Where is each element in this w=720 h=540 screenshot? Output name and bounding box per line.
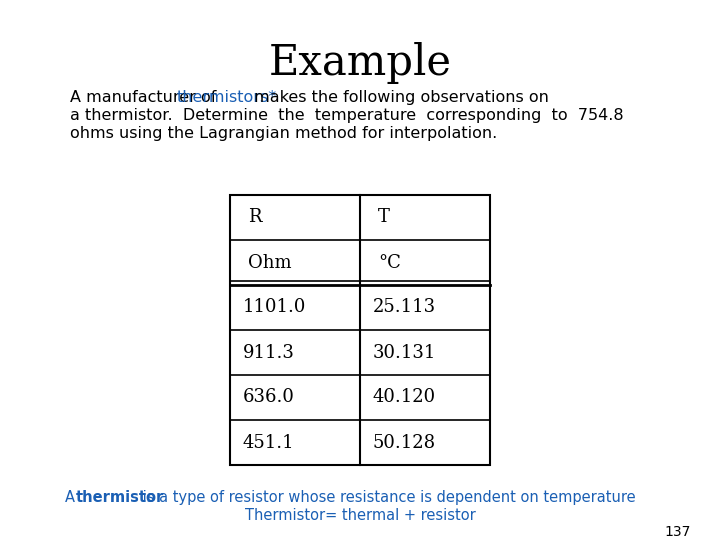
Text: 451.1: 451.1	[243, 434, 294, 451]
Text: Example: Example	[269, 42, 451, 84]
Text: 1101.0: 1101.0	[243, 299, 306, 316]
Text: 137: 137	[665, 525, 691, 539]
Text: is a type of resistor whose resistance is dependent on temperature: is a type of resistor whose resistance i…	[138, 490, 636, 505]
Text: T: T	[378, 208, 390, 226]
Text: R: R	[248, 208, 261, 226]
Text: 50.128: 50.128	[373, 434, 436, 451]
Text: ohms using the Lagrangian method for interpolation.: ohms using the Lagrangian method for int…	[70, 126, 498, 141]
Text: a thermistor.  Determine  the  temperature  corresponding  to  754.8: a thermistor. Determine the temperature …	[70, 108, 624, 123]
Text: Ohm: Ohm	[248, 253, 292, 272]
Text: makes the following observations on: makes the following observations on	[248, 90, 549, 105]
Text: 911.3: 911.3	[243, 343, 294, 361]
Text: Thermistor= thermal + resistor: Thermistor= thermal + resistor	[245, 508, 475, 523]
Text: A manufacturer of: A manufacturer of	[70, 90, 222, 105]
Text: 40.120: 40.120	[373, 388, 436, 407]
Text: thermistor: thermistor	[76, 490, 164, 505]
Text: A: A	[65, 490, 80, 505]
Bar	[230, 195, 490, 465]
Text: 636.0: 636.0	[243, 388, 294, 407]
Text: °C: °C	[378, 253, 401, 272]
Text: thermistors*: thermistors*	[177, 90, 277, 105]
Text: 30.131: 30.131	[373, 343, 436, 361]
Text: 25.113: 25.113	[373, 299, 436, 316]
